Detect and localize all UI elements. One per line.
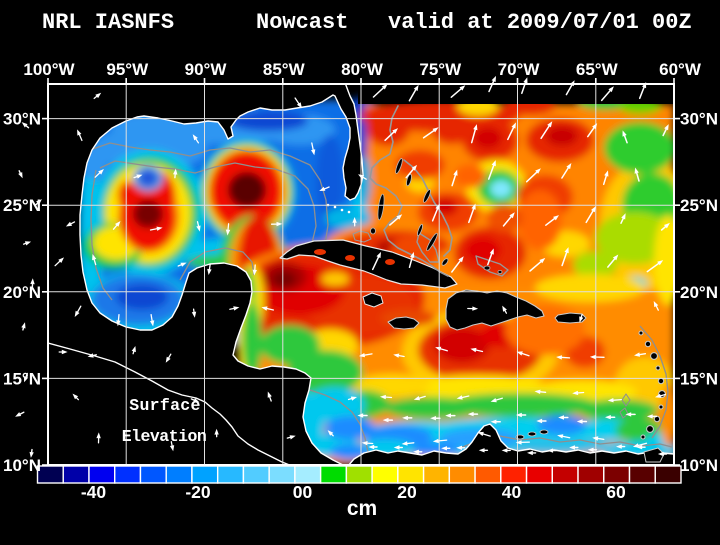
svg-text:25°N: 25°N (3, 196, 41, 215)
svg-text:20: 20 (397, 482, 417, 502)
svg-text:100°W: 100°W (23, 60, 75, 79)
svg-text:valid at 2009/07/01 00Z: valid at 2009/07/01 00Z (388, 10, 692, 35)
svg-text:15°N: 15°N (680, 369, 718, 388)
svg-text:80°W: 80°W (341, 60, 384, 79)
svg-text:90°W: 90°W (185, 60, 228, 79)
svg-text:00: 00 (293, 482, 313, 502)
svg-text:10°N: 10°N (3, 456, 41, 475)
svg-text:20°N: 20°N (3, 283, 41, 302)
svg-text:60: 60 (606, 482, 626, 502)
svg-text:Nowcast: Nowcast (256, 10, 348, 35)
svg-text:Surface: Surface (129, 396, 200, 415)
svg-text:30°N: 30°N (3, 110, 41, 129)
svg-text:25°N: 25°N (680, 196, 718, 215)
svg-text:95°W: 95°W (106, 60, 149, 79)
svg-text:15°N: 15°N (3, 369, 41, 388)
svg-text:10°N: 10°N (680, 456, 718, 475)
svg-text:40: 40 (502, 482, 522, 502)
svg-text:65°W: 65°W (576, 60, 619, 79)
svg-text:20°N: 20°N (680, 283, 718, 302)
svg-text:Elevation: Elevation (122, 427, 207, 446)
svg-text:-40: -40 (81, 482, 107, 502)
svg-text:NRL IASNFS: NRL IASNFS (42, 10, 174, 35)
svg-text:60°W: 60°W (659, 60, 702, 79)
svg-text:cm: cm (347, 497, 377, 520)
svg-text:70°W: 70°W (498, 60, 541, 79)
svg-text:-20: -20 (185, 482, 211, 502)
svg-text:85°W: 85°W (263, 60, 306, 79)
svg-text:75°W: 75°W (419, 60, 462, 79)
svg-text:30°N: 30°N (680, 110, 718, 129)
